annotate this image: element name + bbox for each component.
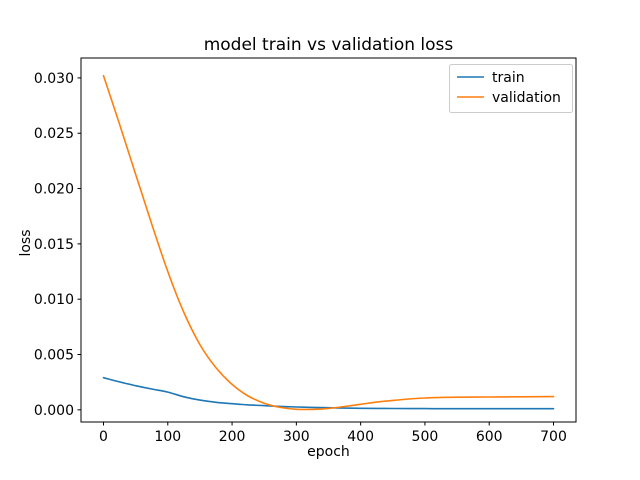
- series-line-validation: [102, 74, 555, 411]
- plot-frame: [80, 57, 577, 423]
- series-line-train: [102, 376, 555, 410]
- chart-title: model train vs validation loss: [204, 35, 454, 55]
- x-tick-label: 600: [476, 429, 503, 445]
- x-tick-label: 300: [283, 429, 310, 445]
- y-tick-label: 0.020: [34, 182, 74, 198]
- legend-item-label-validation: validation: [492, 90, 561, 106]
- plot-area: 0 100 200 300 400 500 600 700 0.000 0.005 0.010 0.0…: [34, 57, 577, 445]
- x-tick-label: 100: [154, 429, 181, 445]
- y-tick-label: 0.025: [34, 126, 74, 142]
- legend: train validation: [449, 64, 573, 113]
- y-axis-label: loss: [18, 229, 34, 256]
- x-tick-label: 400: [347, 429, 374, 445]
- y-tick-label: 0.005: [34, 348, 74, 364]
- y-tick-label: 0.030: [34, 71, 74, 87]
- y-tick-label: 0.000: [34, 403, 74, 419]
- x-tick-label: 500: [412, 429, 439, 445]
- x-tick-label: 200: [219, 429, 246, 445]
- y-tick-label: 0.015: [34, 237, 74, 253]
- y-tick-label: 0.010: [34, 292, 74, 308]
- x-axis-label: epoch: [307, 444, 350, 460]
- legend-item-label-train: train: [492, 70, 525, 86]
- x-tick-label: 700: [540, 429, 567, 445]
- x-tick-label: 0: [99, 429, 108, 445]
